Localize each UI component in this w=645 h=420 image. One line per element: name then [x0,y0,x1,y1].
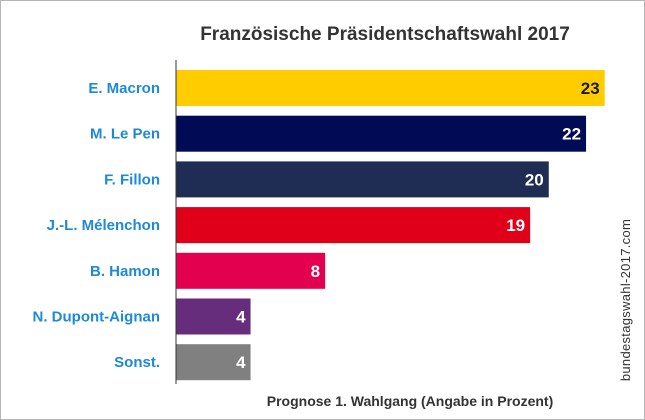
bar-0 [176,70,605,106]
bars-group: E. Macron 23 M. Le Pen 22 F. Fillon 20 J.-L. M… [33,70,605,381]
value-label: 23 [581,79,600,98]
category-label: F. Fillon [104,171,160,188]
category-label: B. Hamon [90,263,160,280]
category-label: N. Dupont-Aignan [33,309,160,326]
value-label: 19 [506,216,525,235]
value-label: 8 [311,262,320,281]
bar-3 [176,207,531,244]
chart-subtitle: Prognose 1. Wahlgang (Angabe in Prozent) [267,393,554,409]
category-label: Sonst. [114,354,160,371]
value-label: 22 [562,125,581,144]
source-label: bundestagswahl-2017.com [618,219,633,381]
bar-5 [176,298,251,335]
category-label: E. Macron [88,80,160,97]
value-label: 20 [525,170,544,189]
category-label: J.-L. Mélenchon [47,217,160,234]
bar-4 [176,252,326,289]
value-label: 4 [236,308,246,327]
bar-6 [176,344,251,381]
bar-1 [176,115,587,152]
category-label: M. Le Pen [90,126,160,143]
chart-title: Französische Präsidentschaftswahl 2017 [200,24,570,45]
value-label: 4 [236,353,246,372]
bar-2 [176,161,549,198]
